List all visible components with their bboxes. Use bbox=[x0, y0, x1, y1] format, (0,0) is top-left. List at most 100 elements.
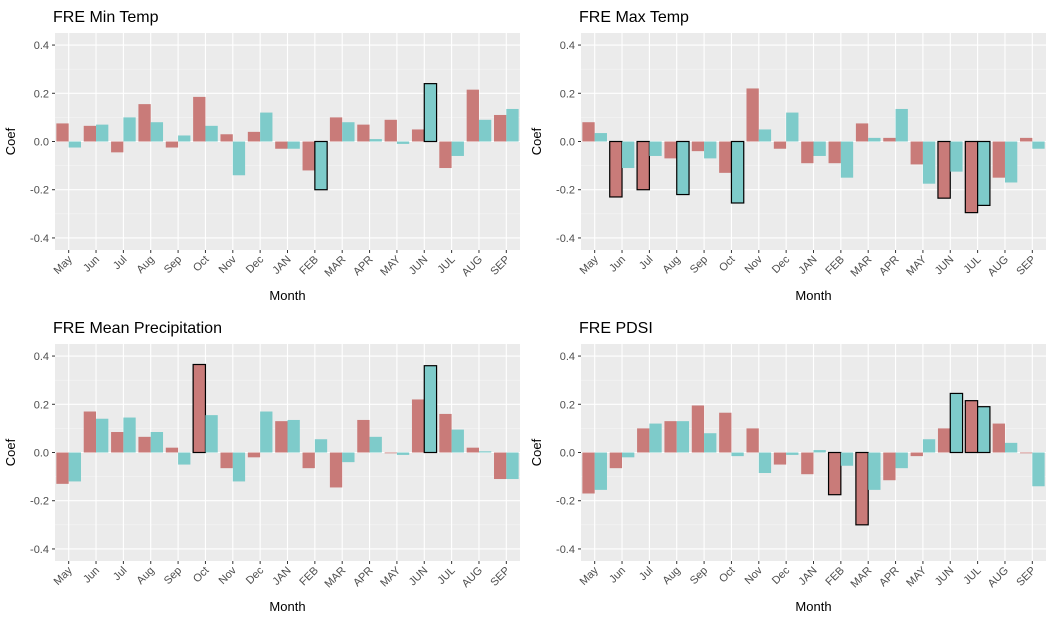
x-tick-label-jul: JUL bbox=[435, 254, 457, 276]
bar-mar-series-1 bbox=[329, 117, 343, 142]
bar-apr-series-2 bbox=[369, 139, 382, 142]
bar-sep-series-2 bbox=[1032, 452, 1045, 487]
x-tick-label-jul: JUL bbox=[435, 565, 457, 587]
chart-panel-3: -0.4 -0.2 0.0 0.2 0.4 May Jun Jul Aug Sep Oct Nov De… bbox=[3, 320, 520, 614]
bar-sep-series-1 bbox=[691, 141, 705, 152]
bar-jan-series-2 bbox=[813, 141, 826, 156]
y-tick-label: 0.0 bbox=[34, 137, 49, 149]
y-tick-label: 0.2 bbox=[560, 88, 575, 100]
bar-jul-series-1 bbox=[439, 141, 452, 169]
bar-sep-series-1 bbox=[1020, 137, 1033, 142]
x-tick-label-oct: Oct bbox=[191, 565, 212, 586]
y-tick-label: 0.4 bbox=[34, 351, 49, 363]
x-tick-label-feb: FEB bbox=[297, 565, 321, 589]
bar-dec-series-2 bbox=[786, 112, 799, 142]
bar-oct-series-1 bbox=[192, 363, 207, 454]
x-tick-label-jun: Jun bbox=[81, 254, 102, 275]
bar-aug-series-1 bbox=[992, 141, 1005, 178]
bar-aug-series-2 bbox=[150, 122, 164, 142]
bar-dec-series-1 bbox=[247, 131, 261, 142]
y-tick-label: -0.2 bbox=[556, 185, 575, 197]
y-tick-label: -0.4 bbox=[30, 233, 49, 245]
x-tick-label-mar: MAR bbox=[323, 254, 349, 280]
bar-aug-series-1 bbox=[664, 141, 677, 159]
x-tick-label-jun: JUN bbox=[407, 254, 431, 278]
x-tick-label-jun: JUN bbox=[407, 565, 431, 589]
bar-may-series-1 bbox=[384, 452, 397, 454]
bar-feb-series-2 bbox=[314, 439, 328, 453]
x-tick-label-dec: Dec bbox=[244, 564, 267, 587]
bar-mar-series-2 bbox=[342, 452, 355, 463]
x-tick-label-sep: Sep bbox=[688, 254, 710, 276]
bar-jul-series-2 bbox=[977, 140, 991, 206]
x-tick-label-jan: JAN bbox=[796, 254, 819, 277]
bar-mar-series-1 bbox=[855, 123, 869, 142]
bar-nov-series-2 bbox=[758, 452, 772, 473]
x-tick-label-apr: APR bbox=[877, 565, 902, 590]
bar-sep-series-1 bbox=[691, 405, 705, 453]
x-tick-label-aug: Aug bbox=[135, 254, 157, 276]
bar-feb-series-1 bbox=[302, 452, 315, 469]
bar-jan-series-1 bbox=[801, 141, 814, 164]
x-tick-label-nov: Nov bbox=[217, 253, 240, 276]
y-tick-label: 0.4 bbox=[560, 351, 575, 363]
bar-jun-series-2 bbox=[423, 83, 438, 143]
bar-nov-series-2 bbox=[232, 141, 246, 176]
bar-aug-series-1 bbox=[466, 447, 479, 453]
bar-apr-series-1 bbox=[883, 137, 896, 142]
chart-title: FRE Mean Precipitation bbox=[53, 320, 222, 337]
x-tick-label-may: May bbox=[52, 564, 76, 588]
x-tick-label-sep: Sep bbox=[162, 565, 184, 587]
bar-may-series-1 bbox=[582, 452, 595, 494]
bar-jun-series-1 bbox=[83, 411, 97, 453]
bar-aug-series-1 bbox=[664, 421, 677, 453]
bar-apr-series-2 bbox=[895, 452, 908, 469]
bar-aug-series-1 bbox=[138, 436, 151, 453]
bar-jun-series-1 bbox=[609, 452, 623, 469]
chart-title: FRE PDSI bbox=[579, 320, 653, 337]
bar-sep-series-1 bbox=[165, 141, 179, 148]
chart-panel-1: -0.4 -0.2 0.0 0.2 0.4 May Jun Jul Aug Sep Oct Nov De… bbox=[3, 9, 520, 303]
bar-jul-series-2 bbox=[123, 117, 136, 142]
bar-mar-series-1 bbox=[329, 452, 343, 488]
chart-panel-4: -0.4 -0.2 0.0 0.2 0.4 May Jun Jul Aug Sep Oct Nov De… bbox=[529, 320, 1046, 614]
bar-aug-series-2 bbox=[1004, 442, 1018, 453]
x-axis-label: Month bbox=[795, 288, 831, 303]
bar-aug-series-2 bbox=[1004, 141, 1018, 183]
bar-jul-series-2 bbox=[451, 429, 464, 453]
bar-may-series-2 bbox=[68, 141, 81, 148]
bar-aug-series-1 bbox=[992, 423, 1005, 453]
bar-may-series-2 bbox=[594, 452, 607, 490]
bar-aug-series-2 bbox=[478, 451, 492, 453]
bar-apr-series-2 bbox=[895, 108, 908, 142]
bar-jul-series-1 bbox=[111, 432, 124, 453]
x-tick-label-may: May bbox=[578, 253, 602, 277]
bar-mar-series-1 bbox=[855, 451, 869, 526]
x-tick-label-may: May bbox=[52, 253, 76, 277]
x-tick-label-may: MAY bbox=[904, 564, 929, 589]
bar-oct-series-1 bbox=[193, 96, 206, 142]
x-tick-label-jul: Jul bbox=[637, 254, 655, 272]
x-tick-label-oct: Oct bbox=[717, 565, 738, 586]
bar-dec-series-2 bbox=[260, 112, 273, 142]
bar-jun-series-2 bbox=[950, 141, 963, 172]
bar-oct-series-2 bbox=[730, 140, 745, 204]
bar-jun-series-2 bbox=[96, 124, 109, 142]
x-tick-label-jul: Jul bbox=[111, 565, 129, 583]
x-tick-label-dec: Dec bbox=[770, 253, 793, 276]
bar-may-series-2 bbox=[396, 141, 410, 144]
bar-apr-series-1 bbox=[357, 124, 370, 142]
x-tick-label-jul: Jul bbox=[111, 254, 129, 272]
bar-aug-series-2 bbox=[676, 140, 690, 196]
bar-jul-series-2 bbox=[649, 423, 662, 453]
y-tick-label: -0.4 bbox=[556, 544, 575, 556]
x-tick-label-feb: FEB bbox=[823, 565, 847, 589]
bar-jun-series-1 bbox=[609, 140, 623, 198]
bar-may-series-1 bbox=[56, 452, 69, 484]
x-tick-label-jul: JUL bbox=[961, 254, 983, 276]
y-tick-label: 0.2 bbox=[34, 88, 49, 100]
bar-dec-series-1 bbox=[773, 141, 787, 149]
x-axis-label: Month bbox=[795, 599, 831, 614]
x-tick-label-sep: SEP bbox=[488, 565, 512, 589]
bar-jun-series-1 bbox=[83, 125, 97, 142]
